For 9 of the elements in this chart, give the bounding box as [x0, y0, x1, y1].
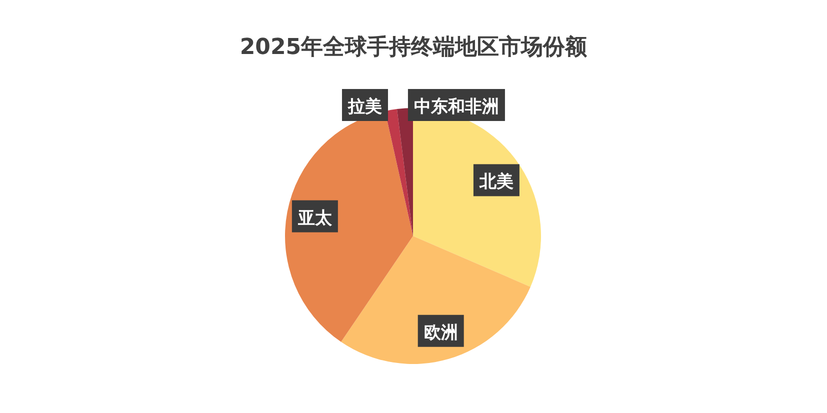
- pie-slice: [396, 108, 413, 236]
- slice-label: 拉美: [346, 97, 382, 117]
- slice-label: 亚太: [296, 208, 333, 228]
- pie-slice: [341, 236, 530, 364]
- chart-title: 2025年全球手持终端地区市场份额: [240, 34, 588, 60]
- pie-slice: [385, 109, 413, 236]
- slice-label: 北美: [478, 172, 514, 192]
- slice-label: 欧洲: [424, 322, 458, 343]
- slice-label: 中东和非洲: [414, 97, 499, 117]
